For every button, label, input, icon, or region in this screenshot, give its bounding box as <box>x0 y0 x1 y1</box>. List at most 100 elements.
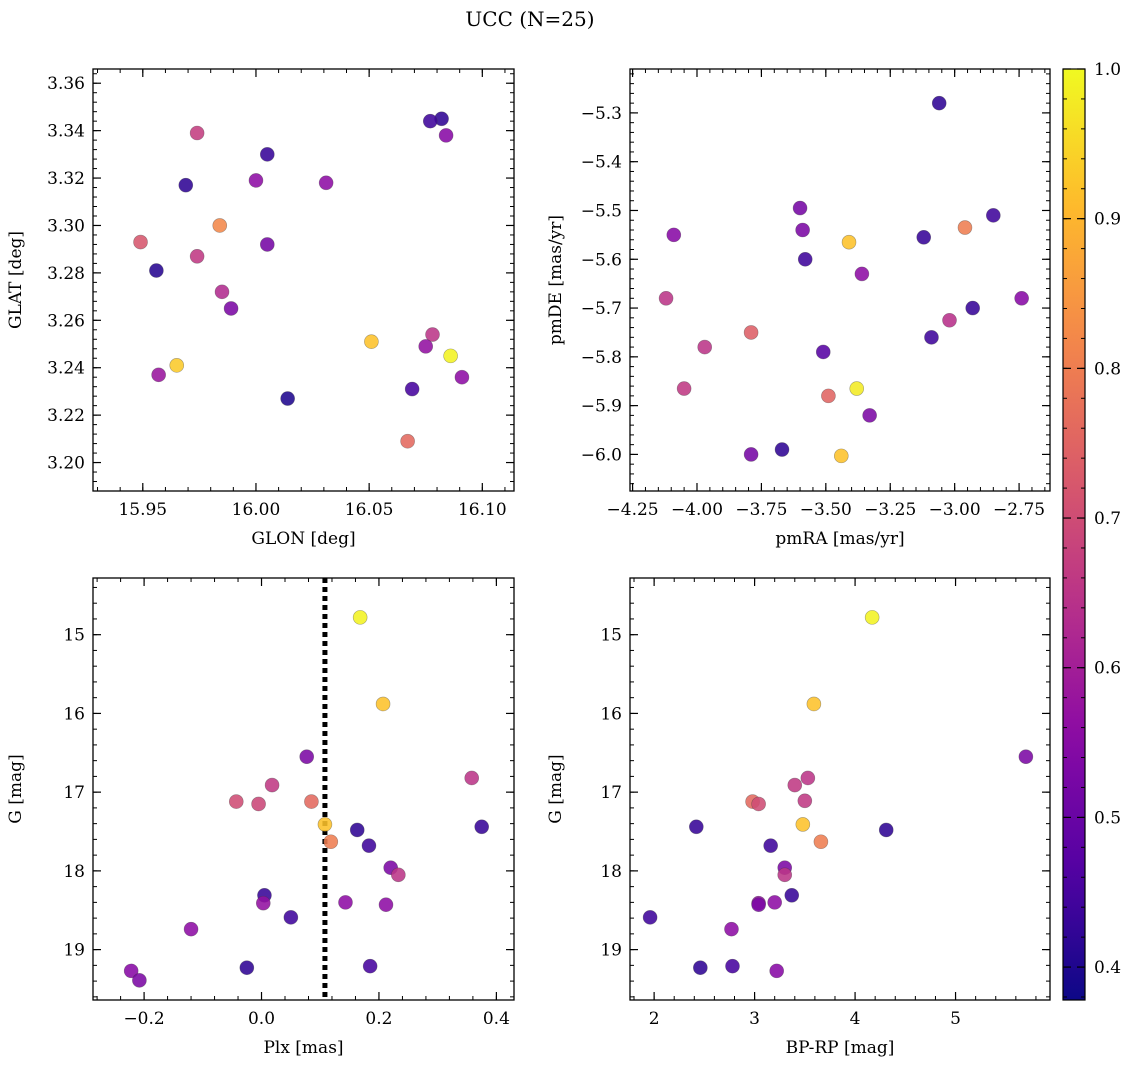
data-point <box>767 895 782 910</box>
data-point <box>425 327 440 342</box>
x-tick-label: 0.0 <box>248 1009 275 1029</box>
data-point <box>916 230 932 245</box>
data-point <box>283 910 299 925</box>
data-point <box>815 344 831 360</box>
y-tick-label: 3.34 <box>47 122 85 142</box>
x-tick-label: 2 <box>649 1009 660 1029</box>
x-tick-label: −4.25 <box>607 500 659 520</box>
y-tick-label: −5.9 <box>581 397 622 417</box>
colorbar-tick-label: 0.9 <box>1094 210 1121 230</box>
data-point <box>1018 749 1034 765</box>
data-point <box>795 222 810 238</box>
colorbar: 0.4 0.5 0.6 0.7 0.8 0.9 1.0 <box>1062 60 1121 1001</box>
x-tick-label: −3.50 <box>800 500 852 520</box>
data-point <box>454 369 470 385</box>
data-point <box>259 237 275 252</box>
data-point <box>689 819 704 835</box>
y-tick-label: 3.36 <box>47 74 85 94</box>
data-point <box>862 408 877 423</box>
data-point <box>642 910 658 925</box>
data-point <box>362 958 378 974</box>
data-point <box>404 381 420 397</box>
data-point <box>264 777 280 793</box>
data-point <box>751 897 766 913</box>
x-tick-label: −3.25 <box>864 500 916 520</box>
x-tick-label: 16.10 <box>458 500 507 520</box>
data-point <box>349 822 365 838</box>
y-axis-label: pmDE [mas/yr] <box>546 215 566 345</box>
y-tick-label: 3.22 <box>47 406 85 426</box>
data-point <box>299 749 315 765</box>
x-tick-label: −0.2 <box>123 1009 164 1029</box>
colorbar-tick-label: 0.7 <box>1094 509 1121 529</box>
colorbar-tick-label: 0.6 <box>1094 659 1121 679</box>
x-axis-label: GLON [deg] <box>251 529 355 549</box>
data-point <box>841 234 857 250</box>
data-point <box>352 610 368 625</box>
x-tick-label: −2.75 <box>993 500 1045 520</box>
data-point <box>797 251 813 267</box>
data-point <box>259 147 275 162</box>
data-point <box>792 200 808 216</box>
data-point <box>864 610 880 625</box>
data-point <box>338 895 353 910</box>
data-point <box>800 770 816 786</box>
data-point <box>323 834 339 850</box>
data-point <box>474 819 490 835</box>
data-point <box>151 367 166 383</box>
data-point <box>464 770 480 786</box>
y-tick-label: 3.28 <box>47 264 85 284</box>
data-point <box>849 381 865 396</box>
data-point <box>223 301 239 316</box>
colorbar-tick-label: 0.8 <box>1094 359 1121 379</box>
y-tick-label: −5.5 <box>581 201 622 221</box>
data-point <box>724 921 739 937</box>
y-tick-label: 19 <box>600 941 622 961</box>
panel-plx-g: −0.2 0.0 0.2 0.4 15 16 17 18 19 Plx [mas] G [mag] <box>6 577 515 1058</box>
y-tick-label: 16 <box>600 704 622 724</box>
data-point <box>149 263 164 278</box>
data-point <box>1014 290 1029 306</box>
x-tick-label: 0.4 <box>483 1009 510 1029</box>
colorbar-gradient <box>1062 68 1086 1001</box>
data-point <box>214 284 230 300</box>
x-tick-label: −4.00 <box>671 500 723 520</box>
figure-title: UCC (N=25) <box>465 7 594 31</box>
plot-frame <box>92 577 515 1001</box>
data-point <box>418 339 434 354</box>
y-tick-label: −5.6 <box>581 250 622 270</box>
data-point <box>189 248 205 264</box>
data-point <box>364 334 379 349</box>
data-point <box>774 442 790 457</box>
data-point <box>375 696 391 712</box>
data-point <box>795 817 811 832</box>
data-point <box>318 175 334 191</box>
data-point <box>123 963 139 979</box>
x-tick-label: −3.75 <box>735 500 787 520</box>
plot-frame <box>629 68 1051 492</box>
data-point <box>361 838 377 853</box>
data-point <box>422 113 438 129</box>
data-point <box>797 793 813 809</box>
data-point <box>658 290 674 306</box>
data-point <box>666 227 682 243</box>
y-tick-label: −5.3 <box>581 104 622 124</box>
data-point <box>725 958 740 974</box>
data-point <box>986 208 1001 223</box>
y-tick-label: 3.24 <box>47 359 85 379</box>
data-point <box>391 867 406 883</box>
data-point <box>280 391 295 406</box>
data-point <box>806 696 822 712</box>
data-point <box>777 867 793 883</box>
data-point <box>931 95 947 111</box>
data-point <box>878 822 894 838</box>
y-tick-label: −5.7 <box>581 299 622 319</box>
data-point <box>924 330 939 345</box>
data-point <box>693 960 708 976</box>
data-point <box>255 895 271 911</box>
data-point <box>183 921 199 937</box>
data-point <box>317 817 333 832</box>
data-point <box>438 128 454 143</box>
data-point <box>304 794 319 809</box>
